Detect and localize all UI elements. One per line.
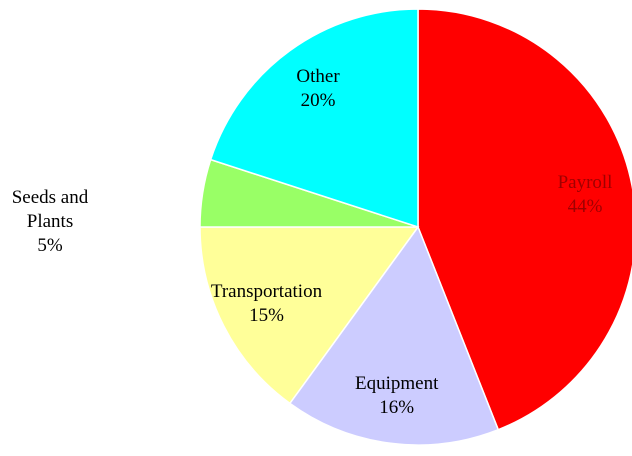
value-label: 16% <box>379 396 415 418</box>
slice-label: Transportation 15% <box>191 280 341 328</box>
category-label: Payroll <box>557 172 613 194</box>
slice-label: Payroll 44% <box>510 171 632 219</box>
value-label: 20% <box>300 90 336 112</box>
category-label: Seeds and Plants <box>11 187 89 232</box>
value-label: 15% <box>249 305 284 327</box>
pie-slice <box>209 8 419 229</box>
slice-label: Other 20% <box>243 65 393 113</box>
category-label: Other <box>296 66 340 88</box>
value-label: 44% <box>567 196 603 218</box>
slice-label: Equipment 16% <box>322 372 472 420</box>
pie-slice <box>199 226 420 405</box>
pie-slice <box>417 8 632 431</box>
category-label: Equipment <box>354 372 439 394</box>
value-label: 5% <box>37 235 63 256</box>
slice-label: Seeds and Plants 5% <box>0 186 105 258</box>
category-label: Transportation <box>210 281 323 303</box>
pie-slice <box>288 225 500 446</box>
